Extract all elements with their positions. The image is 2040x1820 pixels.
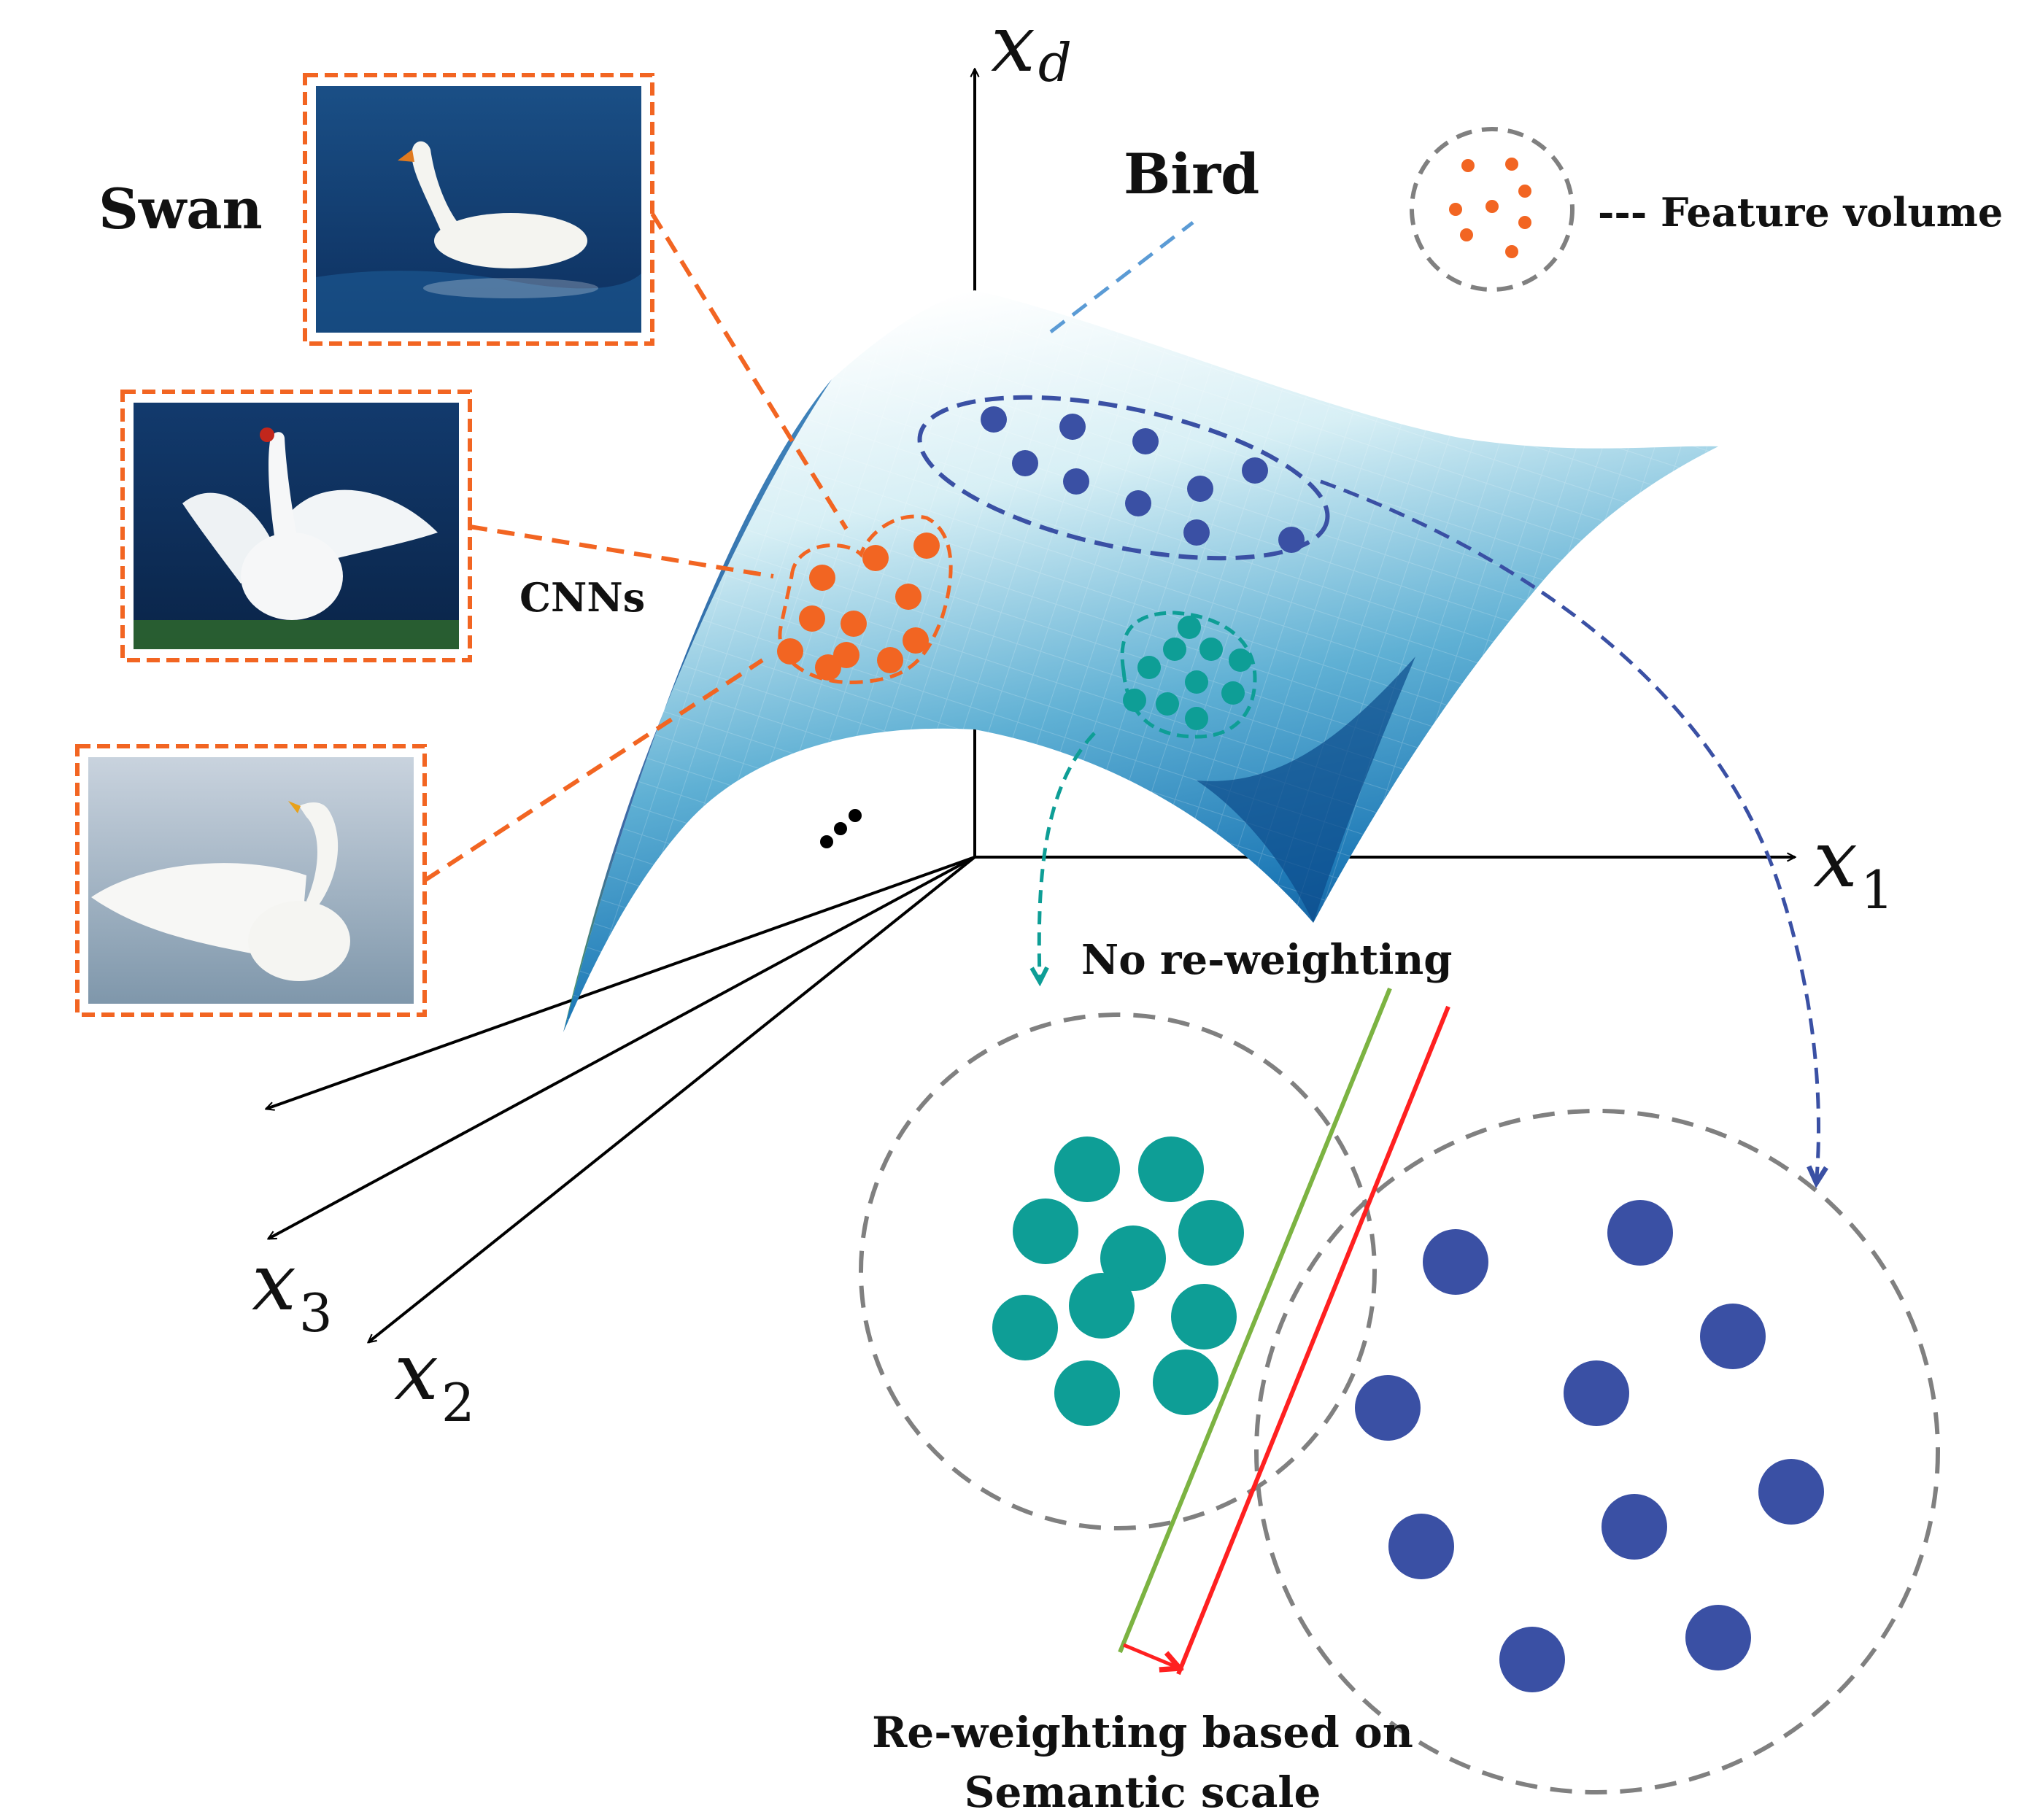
blue-big-dot-10 — [1685, 1605, 1751, 1670]
swan-label: Swan — [98, 177, 263, 241]
bird-feature-dots — [981, 406, 1305, 553]
legend-dot-8 — [1505, 245, 1518, 258]
bird-dot-1 — [981, 406, 1007, 433]
blue-transfer-arrow — [1320, 479, 1819, 1178]
teal-big-dot-5 — [1178, 1200, 1244, 1266]
blue-big-dot-8 — [1388, 1514, 1454, 1579]
bird-dot-8 — [1242, 457, 1268, 484]
boundary-no-reweighting — [1118, 987, 1392, 1654]
axis-x2 — [368, 856, 976, 1342]
bird-dot-2 — [1059, 414, 1086, 440]
legend-dot-6 — [1518, 216, 1531, 229]
cnns-label: CNNs — [519, 574, 645, 621]
swan-feature-dots — [777, 533, 940, 681]
bird-dot-5 — [1063, 468, 1089, 495]
blue-big-dot-9 — [1499, 1627, 1565, 1692]
swan-dot-3 — [913, 533, 940, 559]
bird-dot-4 — [1012, 450, 1038, 476]
teal-dot-10 — [1185, 707, 1208, 730]
teal-dot-7 — [1221, 681, 1245, 705]
blue-big-dot-7 — [1602, 1494, 1667, 1560]
swan-dot-6 — [895, 584, 922, 610]
more-dimensions-dots — [820, 809, 862, 848]
swan-dot-9 — [903, 627, 929, 654]
swan-dot-2 — [862, 545, 889, 571]
feature-volume-label: --- Feature volume — [1598, 189, 2003, 236]
teal-big-dot-8 — [1171, 1284, 1237, 1349]
legend-dot-2 — [1505, 158, 1518, 171]
bird-leader-line — [1049, 221, 1194, 333]
boundary-shift-arrow — [1123, 1643, 1176, 1667]
swan-dot-5 — [841, 611, 867, 637]
bird-label: Bird — [1124, 142, 1259, 206]
swan-dot-7 — [777, 638, 803, 665]
teal-dot-2 — [1163, 638, 1186, 661]
blue-big-dot-5 — [1355, 1375, 1421, 1441]
blue-feature-volume — [1254, 1109, 1940, 1794]
legend-dot-1 — [1461, 159, 1475, 172]
blue-big-dot-6 — [1758, 1459, 1824, 1525]
axis-x3 — [268, 856, 975, 1240]
teal-big-dot-2 — [1138, 1136, 1204, 1202]
teal-feature-volume — [859, 1012, 1377, 1530]
bird-feature-cluster — [917, 395, 1330, 561]
teal-big-dot-10 — [1153, 1349, 1218, 1415]
swan-image-2 — [120, 390, 472, 662]
teal-big-dot-3 — [1013, 1199, 1078, 1264]
teal-big-dot-6 — [992, 1295, 1058, 1360]
swan-dot-1 — [809, 565, 835, 591]
swan-dot-10 — [815, 654, 841, 681]
bird-dot-9 — [1183, 519, 1210, 546]
teal-dot-8 — [1123, 689, 1146, 712]
boundary-reweighting — [1176, 1005, 1450, 1676]
legend-dot-7 — [1460, 228, 1473, 241]
axis-label-x3: x3 — [252, 1237, 333, 1344]
swan-dot-11 — [877, 647, 903, 673]
swan-image-1 — [303, 73, 654, 346]
bird-dot-7 — [1187, 476, 1213, 502]
legend-dot-3 — [1449, 203, 1462, 216]
teal-big-dot-7 — [1069, 1273, 1135, 1339]
teal-big-dot-1 — [1054, 1136, 1120, 1202]
legend-dots — [1449, 158, 1531, 258]
swan-dot-4 — [799, 605, 825, 632]
bird-dot-6 — [1125, 490, 1151, 516]
teal-feature-cluster — [1120, 611, 1257, 739]
legend-dot-5 — [1518, 185, 1531, 198]
axis-label-x1: x1 — [1813, 814, 1894, 921]
teal-big-dot-4 — [1100, 1225, 1166, 1291]
blue-volume-dots — [1355, 1200, 1824, 1692]
blue-big-dot-2 — [1423, 1229, 1488, 1295]
teal-dot-5 — [1137, 656, 1161, 679]
feature-volume-legend — [1410, 127, 1575, 292]
blue-big-dot-3 — [1700, 1304, 1766, 1369]
teal-dot-3 — [1199, 638, 1223, 661]
teal-feature-dots — [1123, 616, 1252, 730]
axis-xdim — [266, 856, 975, 1109]
axes — [266, 69, 1795, 1342]
image-leader-lines — [423, 212, 849, 883]
reweighting-label-line2: Semantic scale — [965, 1767, 1321, 1817]
reweighting-label-line1: Re-weighting based on — [872, 1708, 1413, 1757]
teal-volume-dots — [992, 1136, 1244, 1426]
legend-dot-4 — [1485, 200, 1499, 213]
swan-image-3 — [75, 744, 427, 1017]
teal-dot-9 — [1156, 692, 1179, 716]
teal-dot-1 — [1178, 616, 1201, 639]
blue-big-dot-1 — [1607, 1200, 1673, 1266]
no-reweighting-label: No re-weighting — [1081, 936, 1452, 984]
axis-label-x2: x2 — [394, 1327, 475, 1433]
teal-transfer-arrow — [1039, 732, 1096, 977]
teal-dot-4 — [1229, 648, 1252, 672]
bird-dot-3 — [1132, 428, 1159, 454]
bird-dot-10 — [1278, 527, 1305, 553]
teal-big-dot-9 — [1054, 1360, 1120, 1426]
axis-label-xd: xd — [991, 0, 1072, 93]
blue-big-dot-4 — [1564, 1360, 1629, 1426]
teal-dot-6 — [1185, 670, 1208, 694]
